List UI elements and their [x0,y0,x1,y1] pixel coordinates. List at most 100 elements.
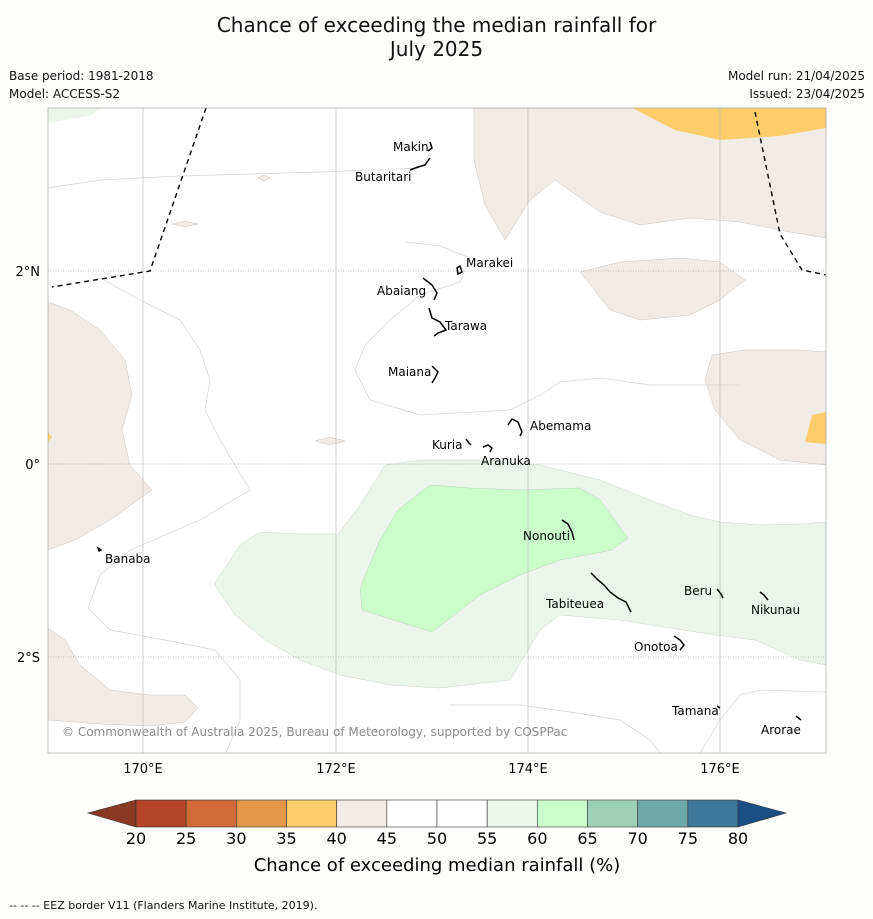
place-label-arorae: Arorae [761,723,801,737]
abemama-island-shape [507,418,523,437]
base-period: Base period: 1981-2018 [9,69,154,83]
colorbar-bin-35-40 [286,799,337,828]
longitude-labels: 170°E 172°E 174°E 176°E [123,762,740,777]
beru-island-shape [716,588,724,599]
place-label-banaba: Banaba [105,552,151,566]
onotoa-island-shape [673,635,685,651]
region-40-45-west [48,301,153,551]
model-run: Model run: 21/04/2025 [727,69,865,83]
butaritari-island-shape [409,157,431,171]
colorbar-tick-55: 55 [477,829,497,848]
meta-left: Base period: 1981-2018 Model: ACCESS-S2 [9,67,154,103]
colorbar-tick-70: 70 [627,829,647,848]
colorbar-bin-20-25 [135,799,187,828]
tabiteuea-island-shape [590,572,632,613]
colorbar-bin-60-65 [537,799,588,828]
place-label-maiana: Maiana [388,365,431,379]
map-title-line2: July 2025 [389,37,484,61]
place-labels: Makin Butaritari Marakei Abaiang Tarawa … [105,140,801,737]
map-title-line1: Chance of exceeding the median rainfall … [216,13,657,37]
place-label-makin: Makin [393,140,429,154]
eez-border-east [754,111,826,276]
colorbar-tick-20: 20 [126,829,146,848]
kuria-island-shape [465,438,472,446]
place-label-tarawa: Tarawa [444,319,487,333]
colorbar-tick-35: 35 [276,829,296,848]
latitude-labels: 2°N 0° 2°S [16,265,41,666]
colorbar-bin-25-30 [185,799,237,828]
place-label-nonouti: Nonouti [523,529,570,543]
colorbar-bin-75-80 [687,799,739,828]
region-35-40-west [48,432,52,442]
colorbar: 20 25 30 35 40 45 50 55 60 65 70 75 80 Chance of exc… [86,799,788,876]
colorbar-tick-75: 75 [678,829,698,848]
place-label-marakei: Marakei [466,256,513,270]
colorbar-tick-60: 60 [527,829,547,848]
place-label-aranuka: Aranuka [481,454,531,468]
marakei-island-shape [456,264,463,276]
region-40-45-small-c [314,436,346,446]
region-40-45-northeast [473,108,826,241]
eez-footer-note: -- -- -- EEZ border V11 (Flanders Marine… [9,899,318,912]
place-label-kuria: Kuria [432,438,463,452]
colorbar-tick-80: 80 [728,829,748,848]
tamana-island-shape [716,705,721,709]
colorbar-over-arrow [737,799,788,828]
colorbar-title: Chance of exceeding median rainfall (%) [254,855,621,876]
region-40-45-east-mid [579,257,746,321]
place-label-onotoa: Onotoa [634,640,678,654]
place-label-tamana: Tamana [671,704,719,718]
lat-label-2s: 2°S [17,651,40,666]
region-40-45-southwest [48,627,199,727]
nonouti-island-shape [561,519,575,541]
colorbar-under-arrow [86,799,137,828]
nikunau-island-shape [759,591,769,601]
meta-right: Model run: 21/04/2025 Issued: 23/04/2025 [728,67,865,103]
region-40-45-small-b [171,220,199,228]
region-35-40-east [805,412,826,444]
colorbar-tick-30: 30 [226,829,246,848]
colorbar-bin-70-75 [637,799,689,828]
region-40-45-small-a [257,174,271,182]
lon-label-174e: 174°E [508,762,548,777]
place-label-abaiang: Abaiang [377,284,426,298]
tarawa-island-shape [428,307,448,337]
maiana-island-shape [431,365,439,384]
colorbar-tick-25: 25 [176,829,196,848]
map-frame [47,107,827,754]
colorbar-bin-45-50 [386,799,438,828]
region-55-60-northwest [48,108,100,123]
place-label-beru: Beru [684,584,712,598]
arorae-island-shape [795,715,802,721]
eez-border-west [51,108,207,288]
place-label-tabiteuea: Tabiteuea [545,597,604,611]
probability-regions [48,108,826,753]
place-label-nikunau: Nikunau [751,603,800,617]
model-name: Model: ACCESS-S2 [9,87,121,101]
region-40-45-east [704,349,826,466]
contour-line-d [699,689,826,753]
contour-line-c [87,277,251,753]
colorbar-bin-65-70 [587,799,638,828]
place-label-abemama: Abemama [530,419,591,433]
graticule [48,108,826,753]
colorbar-tick-65: 65 [577,829,597,848]
lon-label-170e: 170°E [123,762,163,777]
contour-line-b [354,241,740,416]
aranuka-island-shape [482,444,493,453]
lat-label-0: 0° [25,458,40,473]
banaba-island-shape [96,546,103,553]
eez-borders [51,108,826,288]
issued-date: Issued: 23/04/2025 [749,87,865,101]
colorbar-tick-50: 50 [427,829,447,848]
region-60-65-south [359,484,629,633]
abaiang-island-shape [422,277,438,301]
place-label-butaritari: Butaritari [355,170,412,184]
copyright-notice: © Commonwealth of Australia 2025, Bureau… [62,725,567,739]
colorbar-bin-30-35 [236,799,287,828]
colorbar-bin-55-60 [486,799,538,828]
contour-line-e [450,704,661,753]
island-outlines [96,141,802,721]
colorbar-tick-40: 40 [326,829,346,848]
